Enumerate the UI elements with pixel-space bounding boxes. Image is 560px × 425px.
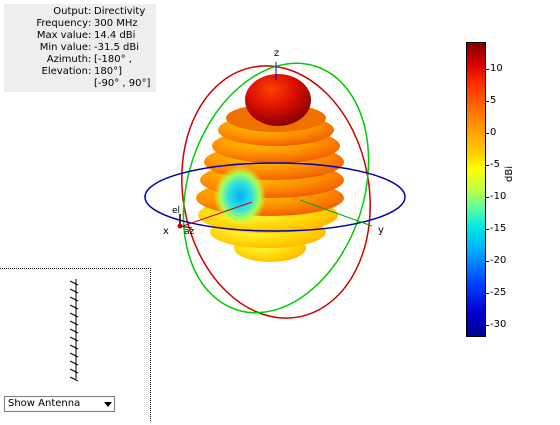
el-label: el bbox=[172, 206, 180, 216]
x-axis-label: x bbox=[163, 226, 169, 237]
pattern-surface bbox=[196, 74, 344, 262]
info-colon: : bbox=[88, 18, 92, 29]
colorbar-tick bbox=[485, 101, 489, 102]
info-colon: : bbox=[88, 54, 92, 65]
info-colon: : bbox=[88, 66, 92, 77]
info-row-output: Output : Directivity bbox=[4, 6, 156, 18]
show-antenna-select-label: Show Antenna bbox=[8, 398, 81, 409]
info-value: 14.4 dBi bbox=[94, 30, 136, 41]
info-row-max: Max value : 14.4 dBi bbox=[4, 30, 156, 42]
colorbar-gradient bbox=[466, 42, 486, 337]
az-label: az bbox=[184, 227, 195, 237]
info-colon: : bbox=[88, 6, 92, 17]
info-label: Output bbox=[53, 6, 88, 17]
info-value: 180°] bbox=[94, 66, 122, 77]
info-row-elevation: Elevation : 180°] bbox=[4, 66, 156, 78]
origin-marker bbox=[177, 214, 193, 229]
info-row-frequency: Frequency : 300 MHz bbox=[4, 18, 156, 30]
colorbar-unit-label: dBi bbox=[504, 166, 515, 182]
dipole-array-icon bbox=[69, 279, 79, 382]
y-axis bbox=[299, 199, 373, 227]
colorbar-tick bbox=[485, 261, 489, 262]
antenna-view-panel bbox=[0, 268, 151, 421]
info-label: Frequency bbox=[36, 18, 88, 29]
show-antenna-select[interactable]: Show Antenna bbox=[4, 396, 115, 412]
colorbar-tick bbox=[485, 69, 489, 70]
colorbar-tick-label: -20 bbox=[490, 255, 507, 266]
colorbar-tick bbox=[485, 293, 489, 294]
colorbar-tick-label: -10 bbox=[490, 191, 507, 202]
colorbar-tick bbox=[485, 229, 489, 230]
colorbar-tick-label: -25 bbox=[490, 287, 507, 298]
info-row-min: Min value : -31.5 dBi bbox=[4, 42, 156, 54]
colorbar: 10 5 0 -5 -10 -15 -20 -25 -30 dBi bbox=[466, 42, 556, 338]
colorbar-tick-label: 0 bbox=[490, 127, 497, 138]
colorbar-tick bbox=[485, 165, 489, 166]
info-row-azimuth: Azimuth : [-180° , bbox=[4, 54, 156, 66]
colorbar-tick-label: -15 bbox=[490, 223, 507, 234]
colorbar-tick bbox=[485, 325, 489, 326]
antenna-geometry bbox=[69, 279, 79, 382]
info-colon: : bbox=[88, 30, 92, 41]
info-value: 300 MHz bbox=[94, 18, 138, 29]
info-colon: : bbox=[88, 42, 92, 53]
elevation-circle-green bbox=[182, 62, 370, 314]
info-label: Azimuth bbox=[46, 54, 88, 65]
info-value: Directivity bbox=[94, 6, 146, 17]
z-axis-label: z bbox=[274, 48, 279, 59]
colorbar-tick bbox=[485, 133, 489, 134]
info-value: [-180° , bbox=[94, 54, 132, 65]
x-axis bbox=[182, 201, 253, 227]
colorbar-tick-label: 10 bbox=[490, 63, 503, 74]
info-panel: Output : Directivity Frequency : 300 MHz… bbox=[4, 4, 156, 92]
y-axis-label: y bbox=[378, 225, 384, 236]
info-row-elevation-range: [-90° , 90°] bbox=[4, 78, 156, 90]
info-label: Max value bbox=[36, 30, 88, 41]
chevron-down-icon[interactable] bbox=[104, 402, 112, 407]
colorbar-tick-label: 5 bbox=[490, 95, 497, 106]
colorbar-tick-label: -30 bbox=[490, 319, 507, 330]
info-label: Elevation bbox=[41, 66, 88, 77]
info-value: [-90° , 90°] bbox=[94, 78, 151, 89]
azimuth-circle-blue bbox=[144, 162, 406, 232]
colorbar-tick bbox=[485, 197, 489, 198]
info-label: Min value bbox=[39, 42, 88, 53]
info-value: -31.5 dBi bbox=[94, 42, 140, 53]
colorbar-tick-label: -5 bbox=[490, 159, 500, 170]
